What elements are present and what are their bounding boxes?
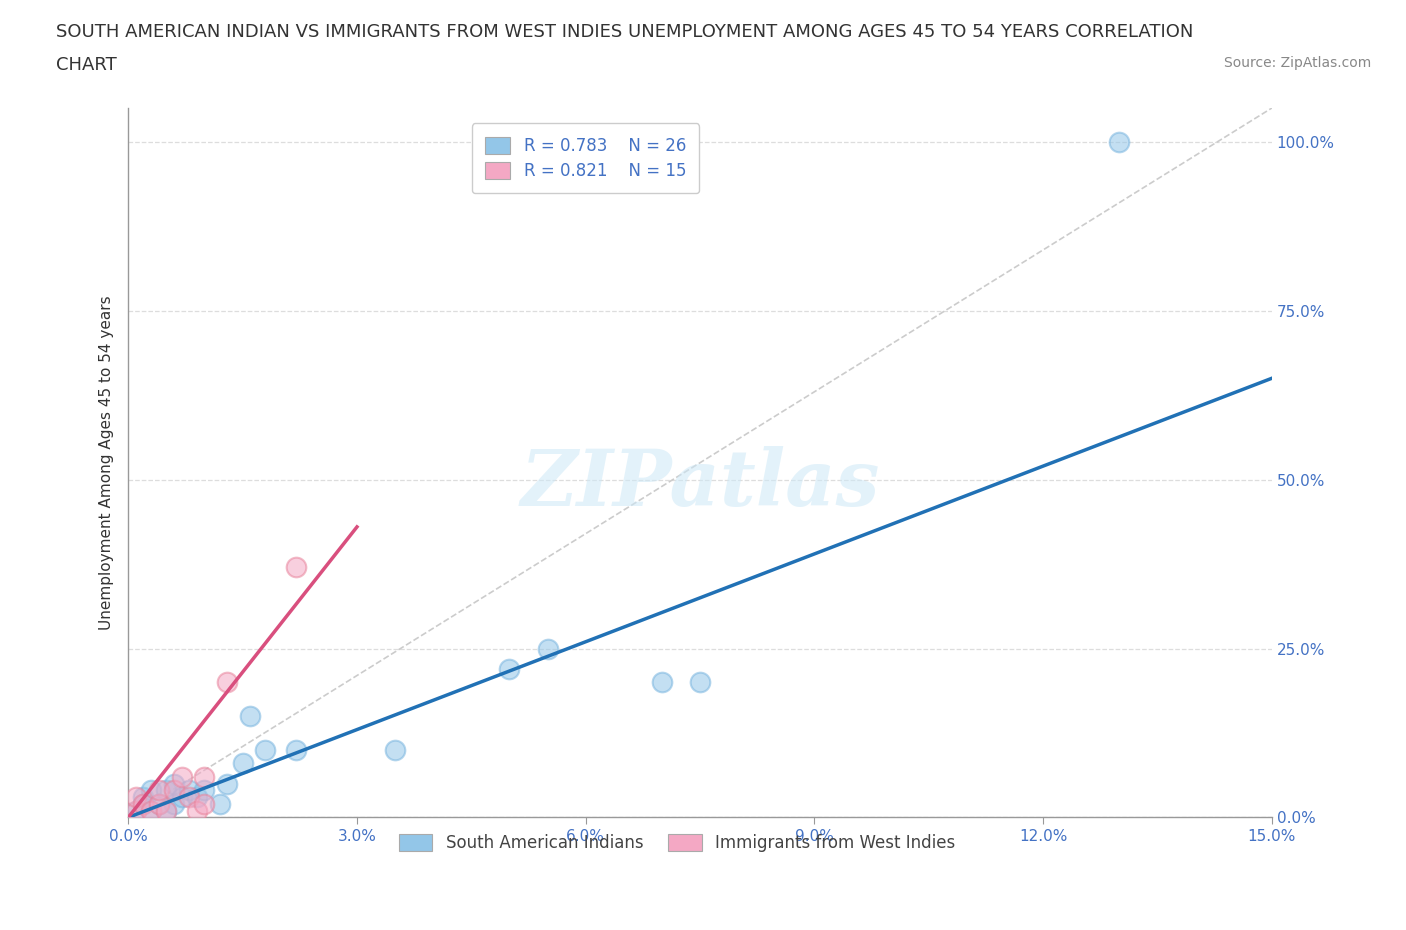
Point	[125, 804, 148, 818]
Point	[186, 790, 208, 804]
Point	[125, 790, 148, 804]
Text: ZIPatlas: ZIPatlas	[520, 445, 880, 523]
Point	[179, 790, 201, 804]
Text: CHART: CHART	[56, 56, 117, 73]
Point	[254, 742, 277, 757]
Point	[163, 783, 186, 798]
Point	[689, 675, 711, 690]
Point	[239, 709, 262, 724]
Point	[193, 796, 215, 811]
Point	[139, 804, 162, 818]
Point	[193, 783, 215, 798]
Point	[179, 783, 201, 798]
Point	[155, 804, 177, 818]
Point	[163, 796, 186, 811]
Point	[651, 675, 673, 690]
Point	[208, 796, 231, 811]
Point	[132, 796, 155, 811]
Point	[139, 804, 162, 818]
Point	[148, 796, 170, 811]
Point	[132, 790, 155, 804]
Point	[125, 804, 148, 818]
Text: Source: ZipAtlas.com: Source: ZipAtlas.com	[1223, 56, 1371, 70]
Point	[148, 796, 170, 811]
Point	[163, 777, 186, 791]
Point	[232, 756, 254, 771]
Y-axis label: Unemployment Among Ages 45 to 54 years: Unemployment Among Ages 45 to 54 years	[100, 296, 114, 630]
Point	[193, 769, 215, 784]
Point	[498, 661, 520, 676]
Legend: South American Indians, Immigrants from West Indies: South American Indians, Immigrants from …	[392, 827, 962, 858]
Point	[285, 560, 308, 575]
Point	[536, 641, 558, 656]
Point	[1108, 134, 1130, 149]
Point	[148, 783, 170, 798]
Point	[155, 804, 177, 818]
Point	[285, 742, 308, 757]
Point	[170, 769, 193, 784]
Point	[217, 777, 239, 791]
Text: SOUTH AMERICAN INDIAN VS IMMIGRANTS FROM WEST INDIES UNEMPLOYMENT AMONG AGES 45 : SOUTH AMERICAN INDIAN VS IMMIGRANTS FROM…	[56, 23, 1194, 41]
Point	[217, 675, 239, 690]
Point	[132, 796, 155, 811]
Point	[155, 783, 177, 798]
Point	[186, 804, 208, 818]
Point	[170, 790, 193, 804]
Point	[139, 783, 162, 798]
Point	[384, 742, 406, 757]
